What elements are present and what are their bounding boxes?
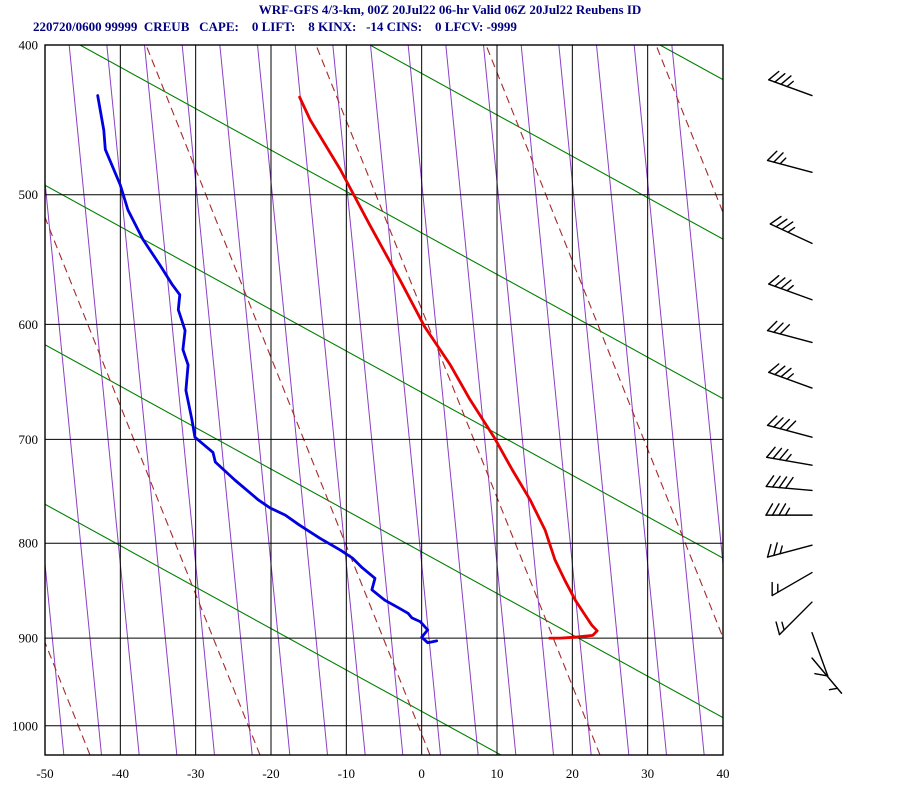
pressure-tick-label: 700: [19, 432, 39, 447]
pressure-tick-label: 1000: [12, 718, 38, 733]
temperature-tick-label: -40: [112, 766, 129, 781]
temperature-tick-label: 10: [491, 766, 504, 781]
mixing-ratio-lines: [45, 45, 723, 755]
temperature-tick-label: 20: [566, 766, 579, 781]
dewpoint-trace: [96, 94, 439, 645]
station-indices-line: 220720/0600 99999 CREUB CAPE: 0 LIFT: 8 …: [33, 19, 517, 34]
wind-barb: [768, 70, 813, 97]
wind-barb: [765, 475, 813, 492]
dry-adiabats: [45, 45, 723, 755]
wind-barb: [766, 415, 813, 438]
wind-barb: [775, 601, 813, 636]
temperature-tick-label: -50: [36, 766, 53, 781]
wind-barb: [771, 571, 813, 597]
wind-barb: [768, 363, 813, 389]
pressure-tick-label: 900: [19, 631, 39, 646]
wind-barb: [766, 320, 813, 344]
wind-barbs: [765, 70, 843, 694]
moist-adiabats: [45, 45, 723, 755]
wind-barb: [811, 631, 829, 677]
wind-barb: [765, 503, 813, 516]
temperature-tick-label: -10: [338, 766, 355, 781]
pressure-axis-labels: 400 500 600 700 800 900 1000: [12, 38, 38, 734]
pressure-tick-label: 500: [19, 187, 39, 202]
temperature-tick-label: -20: [262, 766, 279, 781]
temperature-tick-label: -30: [187, 766, 204, 781]
wind-barb: [765, 446, 813, 466]
pressure-tick-label: 600: [19, 317, 39, 332]
wind-barb: [811, 657, 843, 694]
pressure-tick-label: 800: [19, 536, 39, 551]
pressure-tick-label: 400: [19, 38, 39, 53]
temperature-axis-labels: -50 -40 -30 -20 -10 0 10 20 30 40: [36, 766, 729, 781]
temperature-tick-label: 30: [641, 766, 654, 781]
grid: [44, 44, 724, 756]
wind-barb: [768, 274, 813, 301]
temperature-tick-label: 0: [418, 766, 425, 781]
temperature-trace: [298, 95, 599, 640]
wind-barb: [766, 542, 813, 558]
temperature-tick-label: 40: [717, 766, 730, 781]
wind-barb: [766, 150, 813, 174]
wind-barb: [769, 215, 813, 245]
chart-title: WRF-GFS 4/3-km, 00Z 20Jul22 06-hr Valid …: [258, 2, 642, 17]
